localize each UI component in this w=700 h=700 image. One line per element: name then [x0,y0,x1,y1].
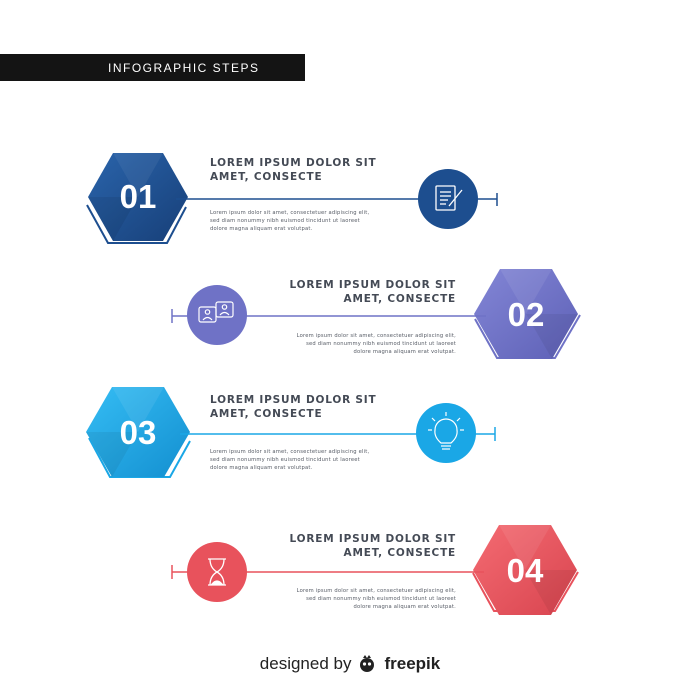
step-03-body-line3: dolore magna aliquam erat volutpat. [210,464,313,471]
step-04-heading-line2: AMET, CONSECTE [343,547,456,559]
step-02-heading-line1: LOREM IPSUM DOLOR SIT [289,279,456,291]
title-bar: INFOGRAPHIC STEPS [0,54,305,81]
step-04-number: 04 [507,552,544,589]
step-02-body: Lorem ipsum dolor sit amet, consectetuer… [256,333,456,356]
step-01-heading: LOREM IPSUM DOLOR SIT AMET, CONSECTE [210,156,376,184]
step-02-heading: LOREM IPSUM DOLOR SIT AMET, CONSECTE [236,278,456,306]
step-03-hexagon [86,387,190,477]
step-01-body-line2: sed diam nonummy nibh euismod tincidunt … [210,217,360,224]
step-02-number: 02 [508,296,545,333]
step-02-body-line1: Lorem ipsum dolor sit amet, consectetuer… [296,333,456,339]
step-03-number: 03 [120,414,157,451]
step-01-body: Lorem ipsum dolor sit amet, consectetuer… [210,210,369,233]
step-03-heading-line1: LOREM IPSUM DOLOR SIT [210,394,377,406]
step-01-outline [86,204,187,244]
step-01-heading-line1: LOREM IPSUM DOLOR SIT [210,157,377,169]
freepik-logo-icon [360,655,375,672]
hourglass-icon [208,558,226,586]
step-03-body-line1: Lorem ipsum dolor sit amet, consectetuer… [210,449,370,455]
step-04-body-line2: sed diam nonummy nibh euismod tincidunt … [306,595,456,602]
step-04: 04 [171,525,579,615]
step-02: 02 [171,269,581,359]
step-02-body-line2: sed diam nonummy nibh euismod tincidunt … [306,340,456,347]
step-03-heading-line2: AMET, CONSECTE [210,408,323,420]
step-03-icon-circle [416,403,476,463]
step-04-hexagon [473,525,577,615]
page-title: INFOGRAPHIC STEPS [108,60,260,75]
step-04-heading: LOREM IPSUM DOLOR SIT AMET, CONSECTE [236,532,456,560]
step-04-body: Lorem ipsum dolor sit amet, consectetuer… [256,588,456,611]
lightbulb-icon [428,412,464,450]
step-02-heading-line2: AMET, CONSECTE [343,293,456,305]
step-01-body-line1: Lorem ipsum dolor sit amet, consectetuer… [210,210,370,216]
step-02-body-line3: dolore magna aliquam erat volutpat. [353,348,456,355]
footer-brand: freepik [384,654,441,673]
step-04-heading-line1: LOREM IPSUM DOLOR SIT [289,533,456,545]
step-01-heading-line2: AMET, CONSECTE [210,171,323,183]
step-03-heading: LOREM IPSUM DOLOR SIT AMET, CONSECTE [210,393,376,421]
step-01: 01 [86,153,498,244]
step-03-body-line2: sed diam nonummy nibh euismod tincidunt … [210,456,360,463]
step-02-hexagon [474,269,578,359]
document-pen-icon [435,185,463,211]
step-01-icon-circle [418,169,478,229]
step-01-hexagon [88,153,188,241]
step-04-body-line3: dolore magna aliquam erat volutpat. [353,603,456,610]
step-04-body-line1: Lorem ipsum dolor sit amet, consectetuer… [296,588,456,594]
chat-users-icon [198,301,234,323]
step-03-body: Lorem ipsum dolor sit amet, consectetuer… [210,449,369,472]
footer-prefix: designed by [259,654,352,673]
step-02-icon-circle [187,285,247,345]
footer-credit: designed by freepik [0,654,700,674]
step-01-number: 01 [120,178,157,215]
step-03: 03 [86,387,496,478]
step-01-body-line3: dolore magna aliquam erat volutpat. [210,225,313,232]
